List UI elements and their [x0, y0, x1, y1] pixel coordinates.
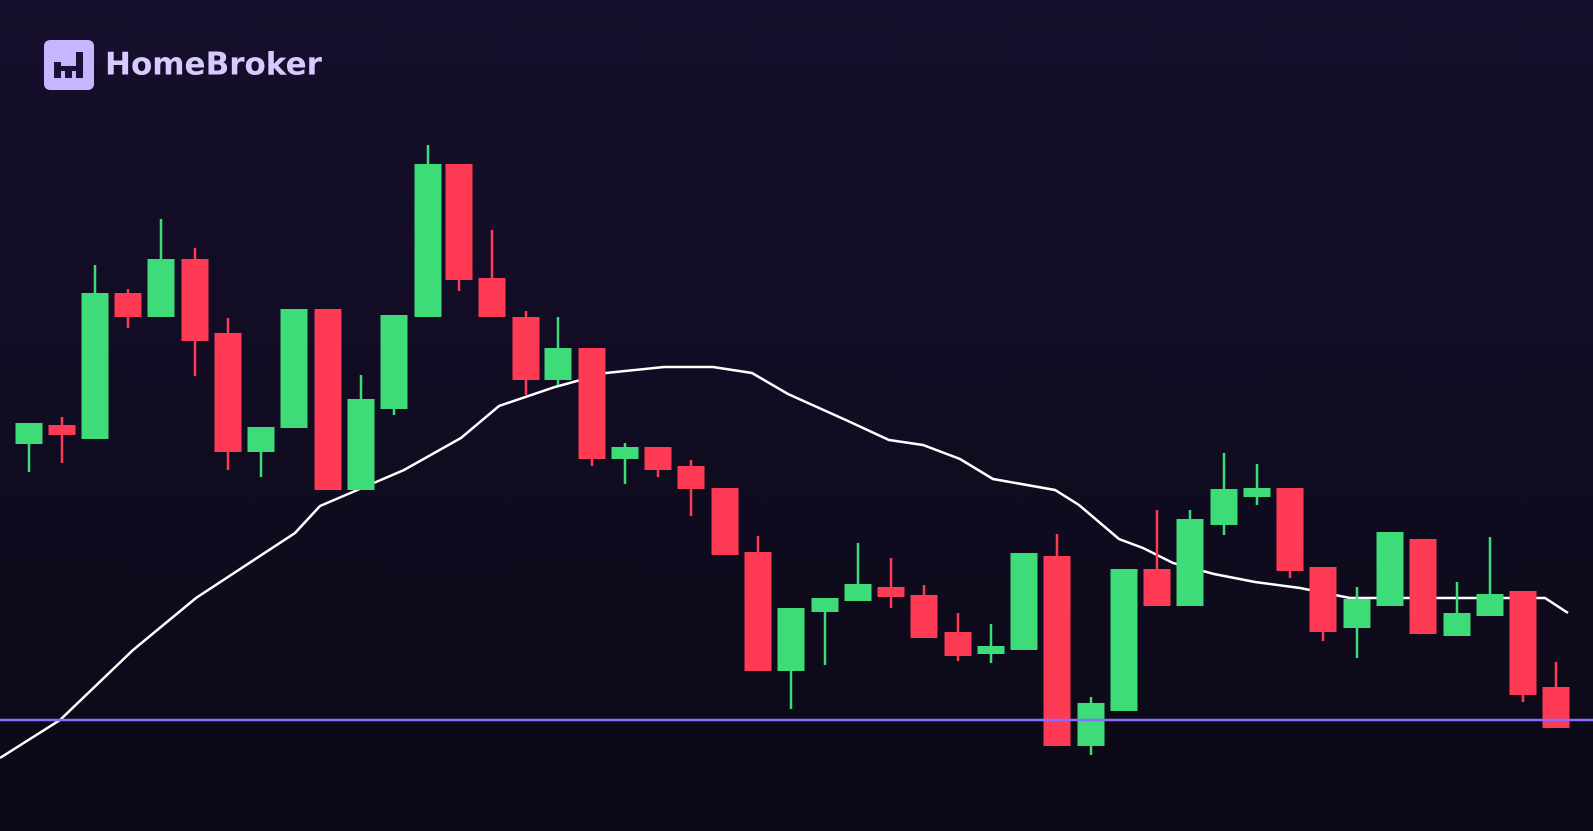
- candle-body: [1176, 519, 1204, 606]
- moving-average-line: [0, 365, 1569, 760]
- candle-body: [1210, 489, 1238, 525]
- candle-body: [1243, 488, 1271, 497]
- candle-body: [181, 259, 209, 341]
- candle-body: [1376, 532, 1404, 606]
- candle-body: [214, 333, 242, 452]
- candle-body: [1276, 488, 1304, 571]
- candle-body: [1443, 613, 1471, 636]
- candle-body: [380, 315, 408, 409]
- candle-body: [977, 646, 1005, 654]
- candle-body: [611, 447, 639, 459]
- candle-body: [677, 466, 705, 489]
- candle-body: [644, 447, 672, 470]
- candle-body: [81, 293, 109, 439]
- candle-body: [48, 425, 76, 435]
- candle-body: [1077, 703, 1105, 746]
- candle-body: [445, 164, 473, 280]
- candle-body: [147, 259, 175, 317]
- candle-body: [1143, 569, 1171, 606]
- candle-body: [1309, 567, 1337, 632]
- candle-body: [247, 427, 275, 452]
- logo-bar: [65, 68, 72, 78]
- candle-body: [314, 309, 342, 490]
- candle-body: [1409, 539, 1437, 634]
- candle-body: [478, 278, 506, 317]
- logo: HomeBroker: [44, 40, 323, 90]
- candle-body: [910, 595, 938, 638]
- candle-body: [1043, 556, 1071, 746]
- candle-body: [414, 164, 442, 317]
- candle-body: [347, 399, 375, 490]
- candle-body: [1542, 687, 1570, 728]
- candle-body: [1343, 599, 1371, 628]
- candle-body: [1476, 594, 1504, 616]
- candle-body: [15, 423, 43, 444]
- candle-body: [744, 552, 772, 671]
- candle-body: [711, 488, 739, 555]
- logo-bar: [61, 66, 76, 71]
- candle-body: [578, 348, 606, 459]
- logo-bar: [76, 52, 83, 78]
- logo-icon: [44, 40, 94, 90]
- candle-body: [811, 598, 839, 612]
- logo-bar: [54, 62, 61, 78]
- candle-body: [944, 632, 972, 656]
- candle-body: [1010, 553, 1038, 650]
- candle-body: [844, 584, 872, 601]
- brand-name: HomeBroker: [105, 47, 323, 83]
- candle-body: [114, 293, 142, 317]
- candle-body: [544, 348, 572, 380]
- candle-body: [877, 587, 905, 597]
- candle-body: [777, 608, 805, 671]
- candle-body: [280, 309, 308, 428]
- candle-body: [1110, 569, 1138, 711]
- candle-body: [1509, 591, 1537, 695]
- plot-area: [0, 145, 1593, 760]
- candle-body: [512, 317, 540, 380]
